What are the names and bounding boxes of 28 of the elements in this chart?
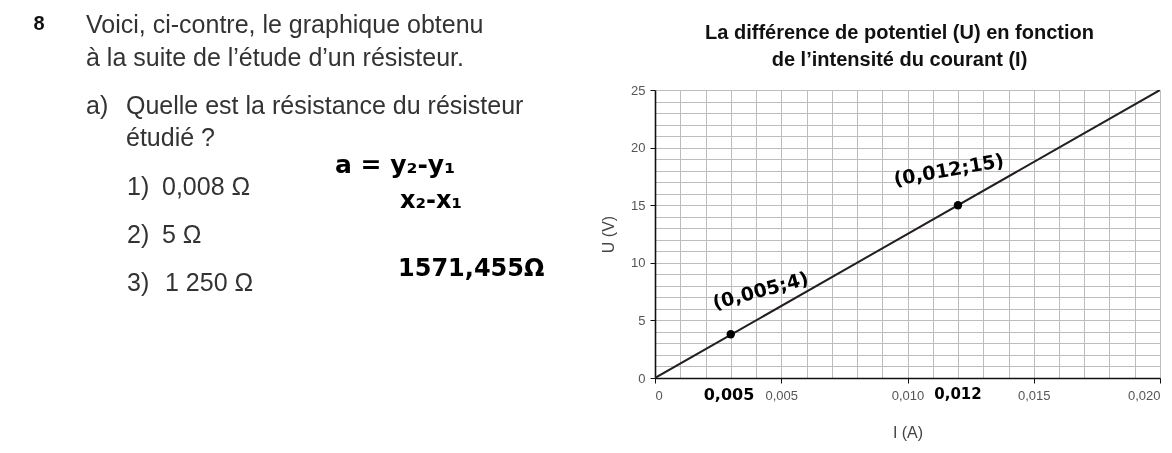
text: 1)	[127, 172, 150, 200]
text: 2)	[127, 220, 150, 248]
chart-title: La différence de potentiel (U) en fonction de l’intensité du courant (I)	[705, 21, 1094, 70]
y-axis-title: U (V)	[600, 215, 618, 254]
x-tick-label: 0,005	[765, 387, 799, 403]
text: 8	[33, 12, 45, 34]
y-tick-label: 0	[638, 370, 646, 386]
source-note: Quelle est la résistance du résisteur étudié ?	[126, 91, 524, 151]
text: 0,008 Ω	[162, 172, 251, 200]
y-tick-label: 25	[631, 82, 646, 98]
text: 0,012	[934, 385, 982, 403]
y-tick-label: 10	[631, 255, 646, 271]
text: 3)	[127, 268, 150, 296]
x-tick-label: 0	[655, 387, 663, 403]
x-tick-label: 0,020	[1127, 387, 1161, 403]
x-tick-label: 0,015	[1017, 387, 1051, 403]
text: 5 Ω	[162, 220, 202, 248]
text: Voici, ci-contre, le graphique obtenu à la suite de l’étude d’un résisteur.	[86, 10, 484, 71]
text: a)	[86, 91, 109, 119]
x-axis-title: I (A)	[892, 423, 924, 441]
y-tick-label: 20	[631, 140, 646, 156]
x-tick-label: 0,010	[891, 387, 925, 403]
text: a = y₂-y₁	[335, 150, 456, 179]
text: 1571,455Ω	[398, 254, 545, 282]
text: x₂-x₁	[400, 186, 462, 214]
text: 1 250 Ω	[165, 268, 254, 296]
y-tick-label: 15	[631, 197, 646, 213]
y-tick-label: 5	[638, 312, 646, 328]
